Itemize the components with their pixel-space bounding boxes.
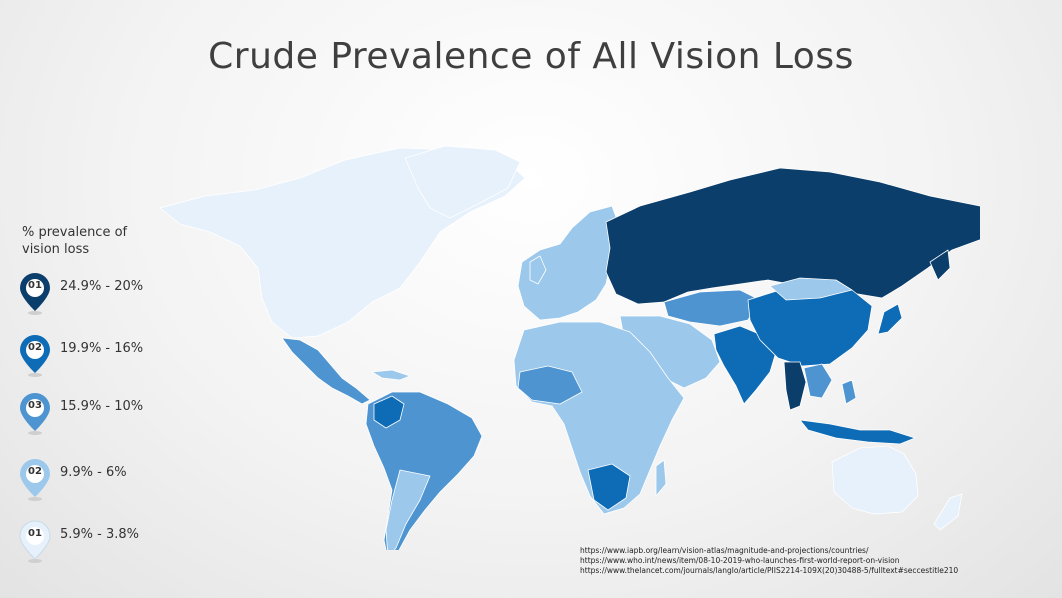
legend-title-line2: vision loss [22,242,90,257]
region-southern-cone [385,469,431,550]
legend-badge: 02 [28,466,42,477]
map-pin-icon [19,520,51,563]
world-map [159,145,980,550]
map-pin-icon [20,273,50,315]
legend-item-5: 01 5.9% - 3.8% [16,518,196,568]
legend-item-1: 01 24.9% - 20% [16,270,196,320]
region-southern-africa [587,463,631,511]
legend-item-2: 02 19.9% - 16% [16,332,196,382]
region-kamchatka [929,249,951,281]
legend-badge: 02 [28,342,42,353]
region-australia [831,445,919,515]
region-caribbean [371,369,411,381]
legend-title-line1: % prevalence of [22,225,128,240]
source-link[interactable]: https://www.iapb.org/learn/vision-atlas/… [580,546,869,555]
legend-badge: 01 [28,528,42,539]
map-pin-icon [20,459,50,501]
legend-range: 15.9% - 10% [60,399,144,414]
region-uk [529,255,547,285]
region-russia [605,167,980,305]
region-se-asia [803,363,833,399]
region-west-africa [517,365,583,405]
legend-badge: 01 [28,280,42,291]
region-greenland [404,145,521,219]
legend-item-4: 02 9.9% - 6% [16,456,196,506]
legend-badge: 03 [28,400,42,411]
region-philippines [841,379,857,405]
sources: https://www.iapb.org/learn/vision-atlas/… [580,546,958,576]
source-link[interactable]: https://www.who.int/news/item/08-10-2019… [580,556,900,565]
legend-item-3: 03 15.9% - 10% [16,390,196,440]
source-link[interactable]: https://www.thelancet.com/journals/langl… [580,566,959,575]
region-madagascar [655,459,667,497]
legend-range: 9.9% - 6% [60,465,127,480]
region-indonesia [799,419,916,445]
legend-title: % prevalence of vision loss [22,224,127,258]
region-mongolia [769,277,853,301]
region-thailand [783,361,807,411]
region-new-zealand [933,493,963,531]
region-central-asia [663,289,761,327]
map-pin-icon [20,335,50,377]
legend-range: 5.9% - 3.8% [60,527,140,542]
region-mexico [281,337,371,405]
legend-range: 19.9% - 16% [60,341,144,356]
map-pin-icon [20,393,50,435]
region-colombia [373,395,405,429]
region-japan [877,303,903,335]
page-title: Crude Prevalence of All Vision Loss [208,36,854,77]
legend-range: 24.9% - 20% [60,279,144,294]
